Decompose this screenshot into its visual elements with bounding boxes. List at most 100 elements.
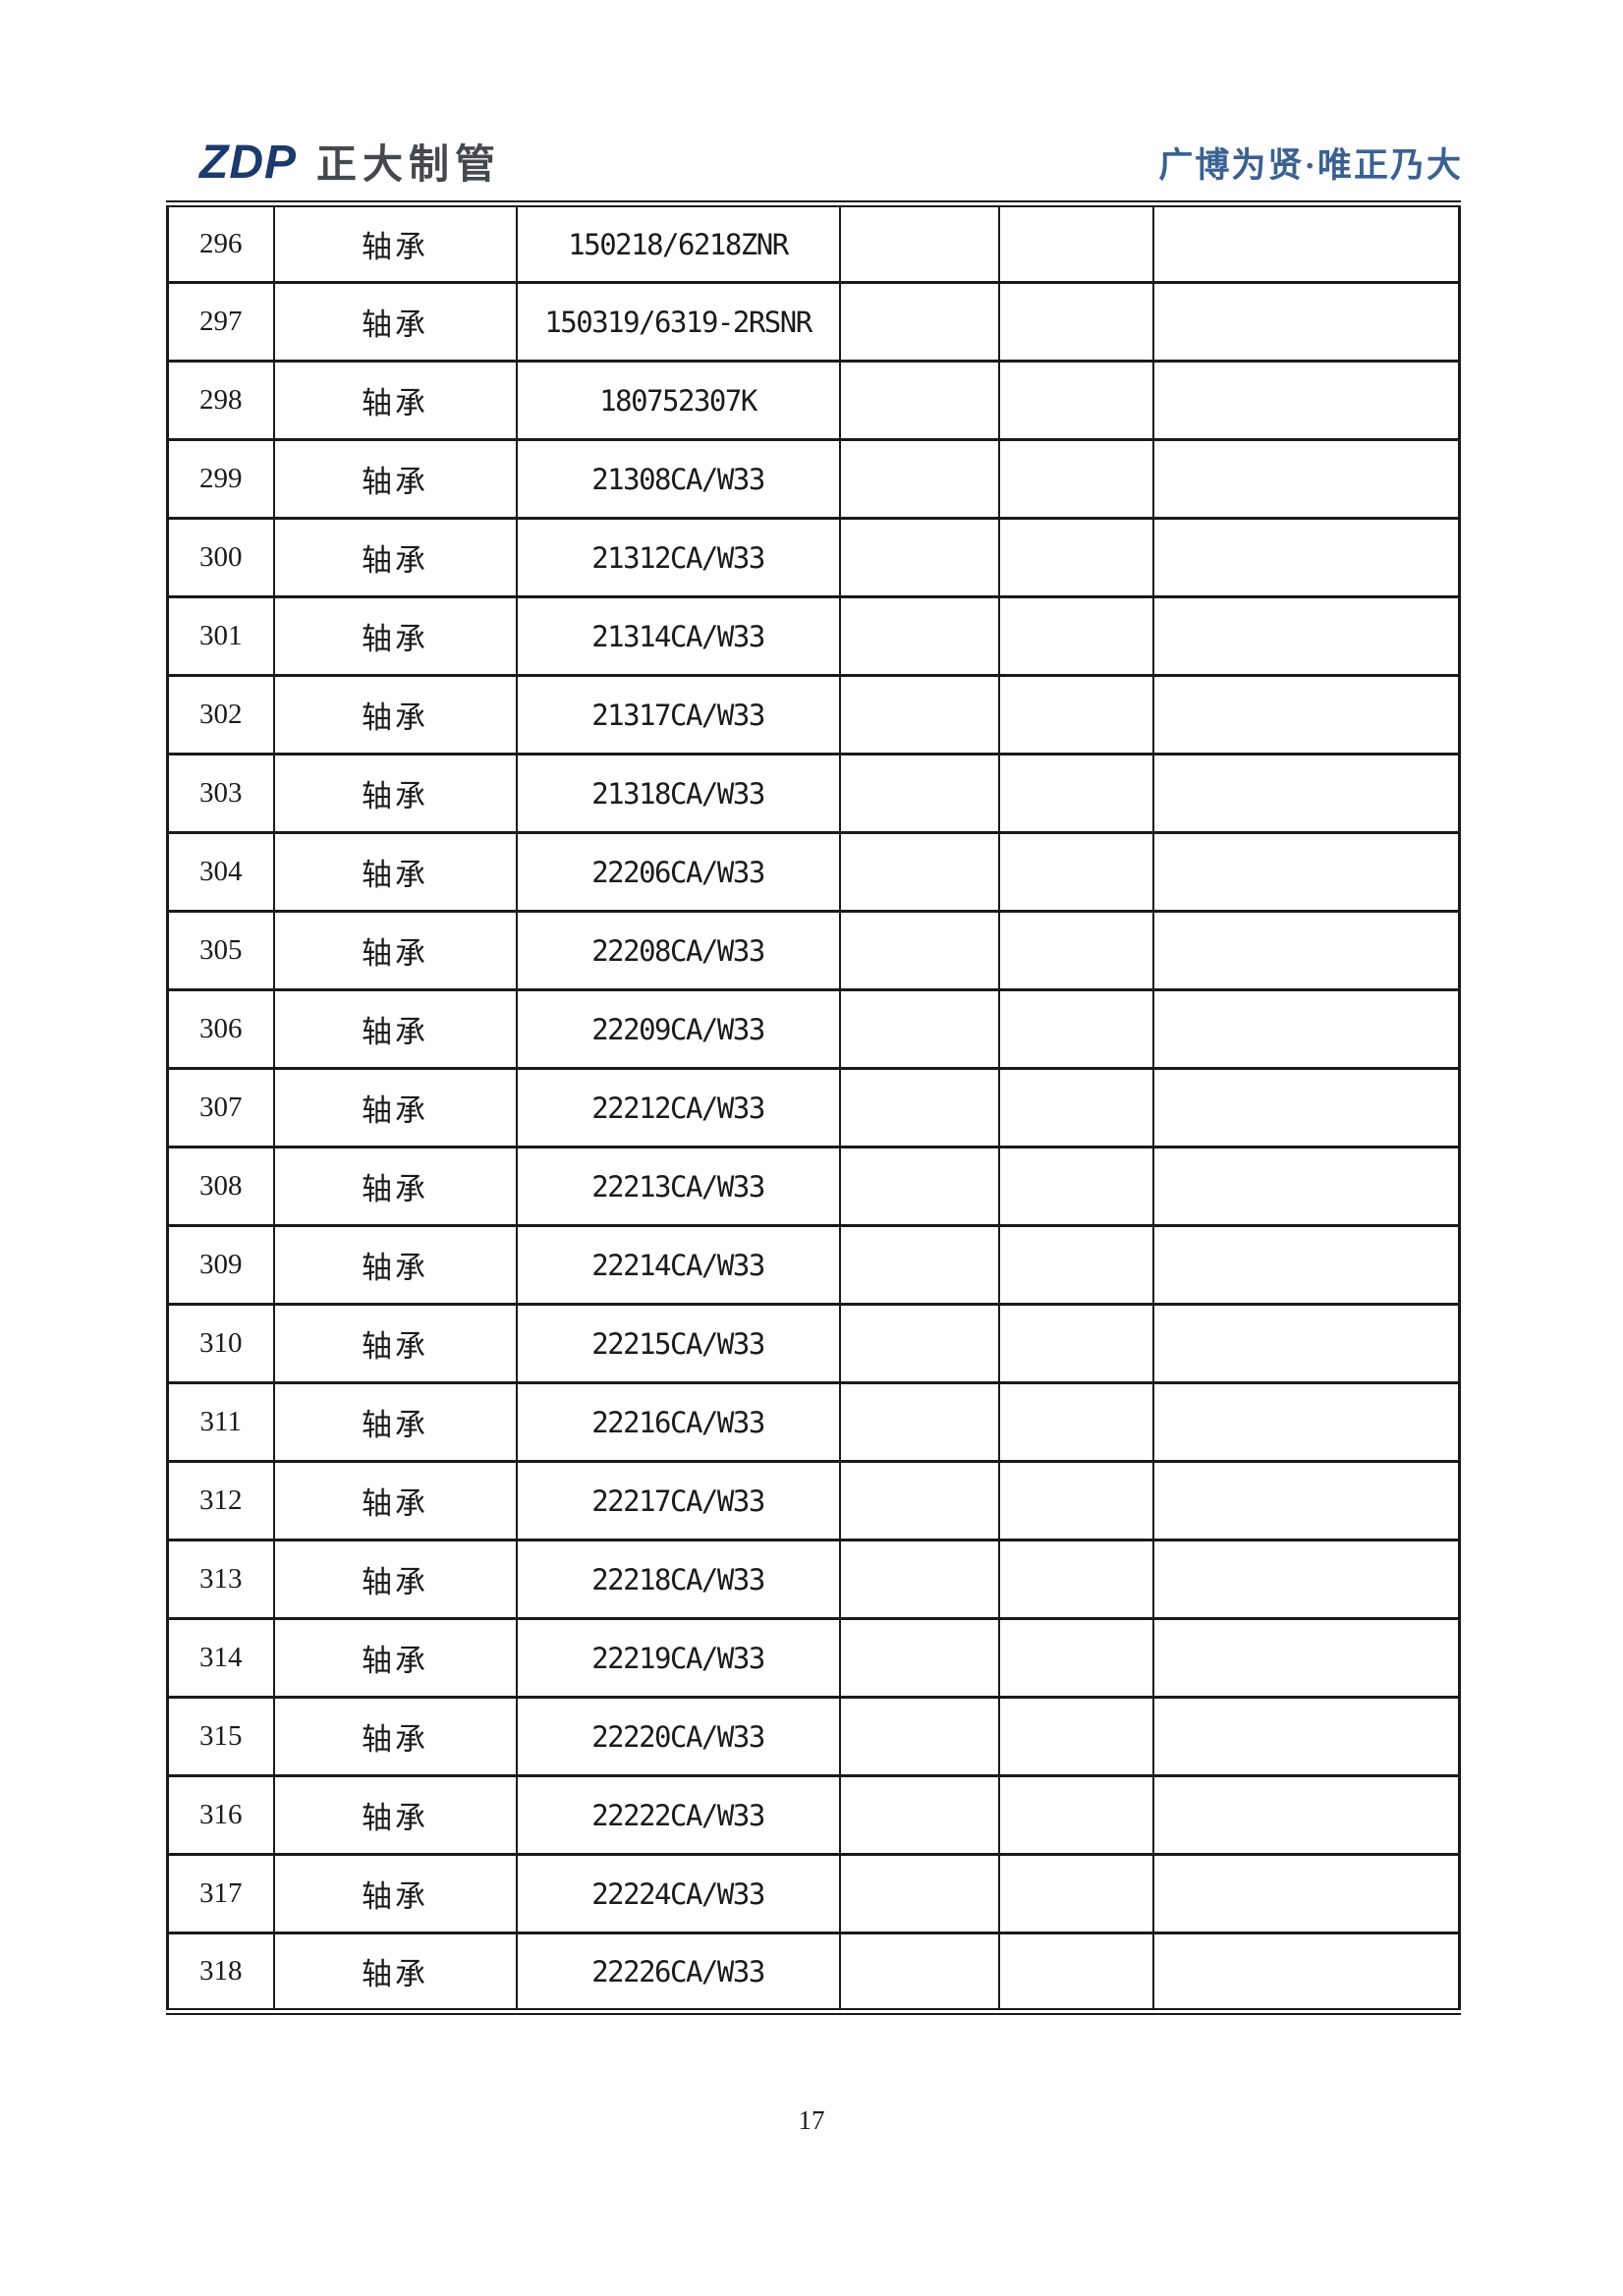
empty-cell	[838, 1539, 1000, 1620]
empty-cell	[1151, 438, 1461, 520]
empty-cell	[1151, 1146, 1461, 1227]
table-row: 309 轴承 22214CA/W33	[166, 1224, 1461, 1306]
page-header: ZDP 正大制管 广博为贤·唯正乃大	[0, 0, 1623, 200]
table-row: 298 轴承 180752307K	[166, 360, 1461, 441]
empty-cell	[1151, 1853, 1461, 1934]
row-number-cell: 306	[166, 988, 275, 1070]
part-model-cell: 22226CA/W33	[515, 1932, 841, 2013]
empty-cell	[838, 1932, 1000, 2013]
table-row: 308 轴承 22213CA/W33	[166, 1146, 1461, 1227]
part-model-cell: 21308CA/W33	[515, 438, 841, 520]
empty-cell	[838, 281, 1000, 363]
empty-cell	[997, 988, 1154, 1070]
row-number-cell: 311	[166, 1381, 275, 1463]
part-name-cell: 轴承	[272, 1460, 518, 1541]
table-row: 305 轴承 22208CA/W33	[166, 910, 1461, 991]
empty-cell	[1151, 281, 1461, 363]
empty-cell	[997, 1303, 1154, 1384]
table-row: 315 轴承 22220CA/W33	[166, 1696, 1461, 1777]
empty-cell	[997, 1146, 1154, 1227]
part-model-cell: 180752307K	[515, 360, 841, 441]
empty-cell	[997, 1460, 1154, 1541]
row-number-cell: 300	[166, 517, 275, 598]
empty-cell	[838, 1696, 1000, 1777]
part-name-cell: 轴承	[272, 988, 518, 1070]
row-number-cell: 318	[166, 1932, 275, 2013]
row-number-cell: 309	[166, 1224, 275, 1306]
table-row: 312 轴承 22217CA/W33	[166, 1460, 1461, 1541]
empty-cell	[838, 988, 1000, 1070]
empty-cell	[997, 1224, 1154, 1306]
part-name-cell: 轴承	[272, 202, 518, 284]
row-number-cell: 315	[166, 1696, 275, 1777]
part-model-cell: 22218CA/W33	[515, 1539, 841, 1620]
empty-cell	[838, 1146, 1000, 1227]
part-name-cell: 轴承	[272, 1067, 518, 1148]
empty-cell	[838, 1774, 1000, 1856]
table-row: 302 轴承 21317CA/W33	[166, 674, 1461, 756]
empty-cell	[997, 1932, 1154, 2013]
empty-cell	[1151, 1381, 1461, 1463]
parts-table-container: 296 轴承 150218/6218ZNR 297 轴承 150319/6319-2RSN…	[166, 200, 1461, 2015]
company-name: 正大制管	[316, 141, 501, 187]
row-number-cell: 298	[166, 360, 275, 441]
part-model-cell: 22219CA/W33	[515, 1617, 841, 1699]
part-model-cell: 150218/6218ZNR	[515, 202, 841, 284]
part-model-cell: 22215CA/W33	[515, 1303, 841, 1384]
row-number-cell: 316	[166, 1774, 275, 1856]
row-number-cell: 301	[166, 595, 275, 677]
part-model-cell: 21317CA/W33	[515, 674, 841, 756]
row-number-cell: 310	[166, 1303, 275, 1384]
part-model-cell: 22208CA/W33	[515, 910, 841, 991]
part-model-cell: 22213CA/W33	[515, 1146, 841, 1227]
row-number-cell: 308	[166, 1146, 275, 1227]
part-model-cell: 22217CA/W33	[515, 1460, 841, 1541]
empty-cell	[997, 202, 1154, 284]
empty-cell	[838, 517, 1000, 598]
part-model-cell: 22224CA/W33	[515, 1853, 841, 1934]
row-number-cell: 302	[166, 674, 275, 756]
empty-cell	[838, 831, 1000, 913]
empty-cell	[997, 517, 1154, 598]
part-name-cell: 轴承	[272, 674, 518, 756]
part-name-cell: 轴承	[272, 1617, 518, 1699]
table-row: 296 轴承 150218/6218ZNR	[166, 202, 1461, 284]
table-row: 311 轴承 22216CA/W33	[166, 1381, 1461, 1463]
table-row: 304 轴承 22206CA/W33	[166, 831, 1461, 913]
part-name-cell: 轴承	[272, 1932, 518, 2013]
part-model-cell: 22214CA/W33	[515, 1224, 841, 1306]
part-model-cell: 22209CA/W33	[515, 988, 841, 1070]
empty-cell	[997, 360, 1154, 441]
row-number-cell: 303	[166, 753, 275, 834]
empty-cell	[838, 1617, 1000, 1699]
empty-cell	[997, 753, 1154, 834]
part-name-cell: 轴承	[272, 753, 518, 834]
row-number-cell: 299	[166, 438, 275, 520]
empty-cell	[1151, 1224, 1461, 1306]
empty-cell	[1151, 831, 1461, 913]
empty-cell	[997, 1617, 1154, 1699]
table-row: 303 轴承 21318CA/W33	[166, 753, 1461, 834]
part-name-cell: 轴承	[272, 831, 518, 913]
empty-cell	[997, 1774, 1154, 1856]
empty-cell	[1151, 1460, 1461, 1541]
row-number-cell: 305	[166, 910, 275, 991]
empty-cell	[997, 1696, 1154, 1777]
empty-cell	[997, 1381, 1154, 1463]
row-number-cell: 313	[166, 1539, 275, 1620]
empty-cell	[838, 753, 1000, 834]
empty-cell	[997, 1539, 1154, 1620]
part-model-cell: 22220CA/W33	[515, 1696, 841, 1777]
part-model-cell: 21312CA/W33	[515, 517, 841, 598]
part-model-cell: 22212CA/W33	[515, 1067, 841, 1148]
part-name-cell: 轴承	[272, 281, 518, 363]
page-number: 17	[798, 2105, 825, 2135]
row-number-cell: 304	[166, 831, 275, 913]
row-number-cell: 296	[166, 202, 275, 284]
part-name-cell: 轴承	[272, 1381, 518, 1463]
part-model-cell: 21318CA/W33	[515, 753, 841, 834]
part-model-cell: 22222CA/W33	[515, 1774, 841, 1856]
table-row: 313 轴承 22218CA/W33	[166, 1539, 1461, 1620]
company-logo: ZDP 正大制管	[199, 140, 501, 187]
